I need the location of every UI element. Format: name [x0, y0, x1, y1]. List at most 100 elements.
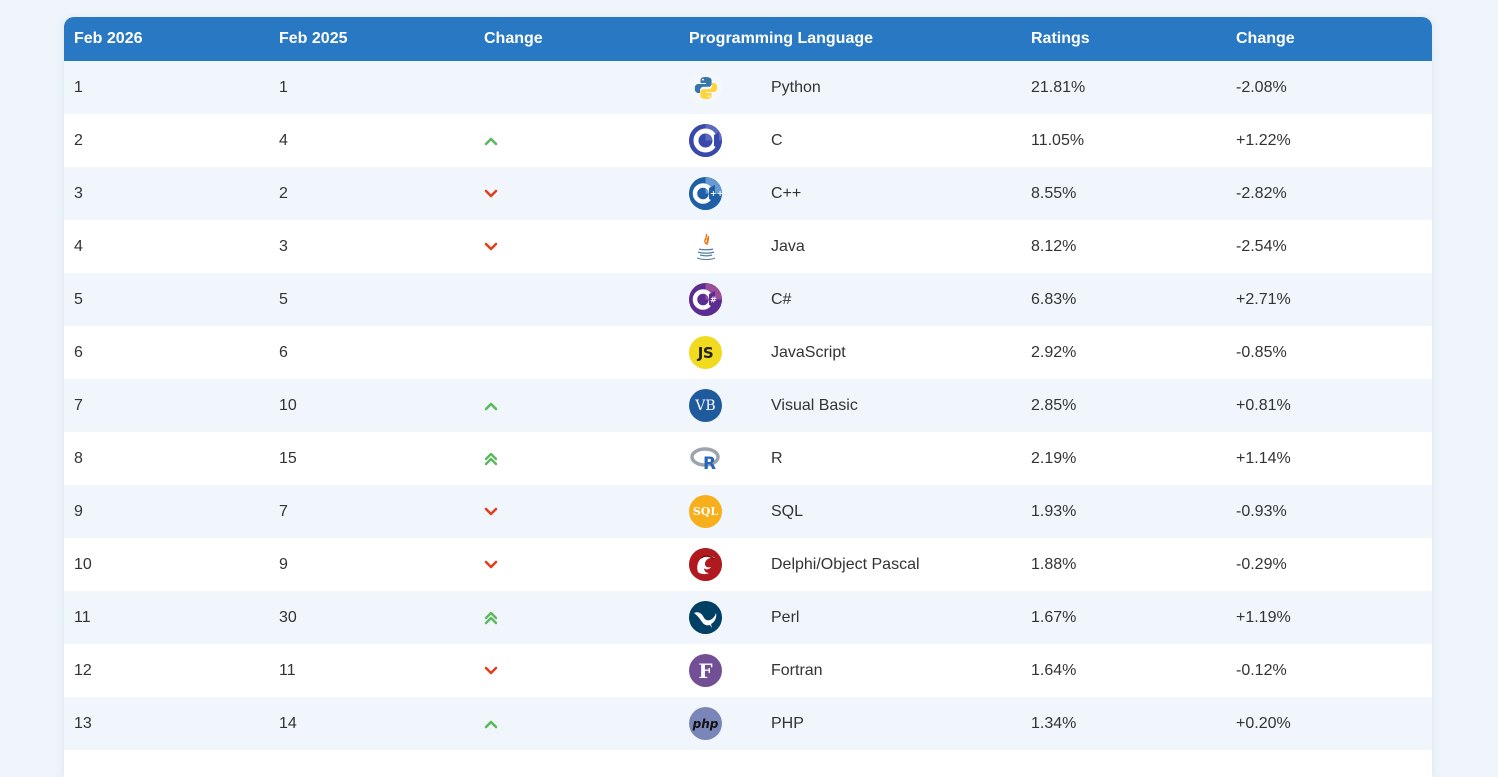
double-chevron-up-icon — [484, 452, 679, 466]
delphi-logo-icon — [689, 548, 771, 581]
fortran-logo-icon: F — [689, 654, 771, 687]
header-ratings[interactable]: Ratings — [1031, 30, 1090, 47]
table-row: 2 4 C 11.05% +1.22% — [64, 114, 1432, 167]
rank-previous: 10 — [279, 396, 297, 414]
rank-previous: 3 — [279, 237, 288, 255]
language-cell: ++ C++ — [679, 167, 1021, 220]
rank-previous: 30 — [279, 608, 297, 626]
rating-value: 1.64% — [1031, 661, 1077, 679]
rating-change: -2.08% — [1236, 78, 1287, 96]
fortran-logo-text: F — [698, 658, 713, 683]
rank-previous: 15 — [279, 449, 297, 467]
table-row: 1 1 Python 21.81% -2.08% — [64, 61, 1432, 114]
language-cell: SQL SQL — [679, 485, 1021, 538]
rank-previous: 7 — [279, 502, 288, 520]
rank-previous: 1 — [279, 78, 288, 96]
chevron-up-icon — [484, 136, 679, 146]
language-cell: php PHP — [679, 697, 1021, 750]
rating-value: 2.85% — [1031, 396, 1077, 414]
header-rank-change[interactable]: Change — [484, 30, 543, 47]
rating-change: -0.12% — [1236, 661, 1287, 679]
language-cell: # C# — [679, 273, 1021, 326]
header-rank-current[interactable]: Feb 2026 — [74, 30, 143, 47]
rank-previous: 14 — [279, 714, 297, 732]
rank-current: 11 — [74, 608, 91, 626]
rating-change: -0.85% — [1236, 343, 1287, 361]
table-row: 6 6 JS JavaScript 2.92% -0.85% — [64, 326, 1432, 379]
table-row: 4 3 Java 8.12% -2.54% — [64, 220, 1432, 273]
language-cell: C — [679, 114, 1021, 167]
rating-value: 2.92% — [1031, 343, 1077, 361]
rating-change: +0.20% — [1236, 714, 1291, 732]
rank-previous: 11 — [279, 661, 296, 679]
rank-current: 1 — [74, 78, 83, 96]
table-row: 3 2 ++ C++ 8.55% -2.82% — [64, 167, 1432, 220]
cpp-logo-icon: ++ — [689, 177, 771, 210]
rating-value: 1.34% — [1031, 714, 1077, 732]
rating-change: -0.93% — [1236, 502, 1287, 520]
rank-current: 2 — [74, 131, 83, 149]
rank-previous: 5 — [279, 290, 288, 308]
double-chevron-up-icon — [484, 611, 679, 625]
rating-value: 1.67% — [1031, 608, 1077, 626]
language-name: JavaScript — [771, 343, 846, 361]
js-logo-text: JS — [697, 343, 714, 362]
rating-change: +2.71% — [1236, 290, 1291, 308]
r-logo-icon: R — [689, 442, 771, 475]
chevron-down-icon — [484, 666, 679, 676]
language-cell: Delphi/Object Pascal — [679, 538, 1021, 591]
rank-current: 12 — [74, 661, 92, 679]
table-row: 8 15 R R 2.19% +1.14% — [64, 432, 1432, 485]
sql-logo-text: SQL — [692, 505, 719, 518]
rating-change: -0.29% — [1236, 555, 1287, 573]
chevron-down-icon — [484, 242, 679, 252]
language-name: C — [771, 131, 783, 149]
header-ratings-change[interactable]: Change — [1236, 30, 1295, 47]
rating-change: +0.81% — [1236, 396, 1291, 414]
language-name: PHP — [771, 714, 804, 732]
table-row: 12 11 F Fortran 1.64% -0.12% — [64, 644, 1432, 697]
table-row: 5 5 # C# 6.83% +2.71% — [64, 273, 1432, 326]
rating-value: 8.12% — [1031, 237, 1077, 255]
language-name: R — [771, 449, 783, 467]
rank-change — [474, 697, 679, 750]
rating-change: +1.19% — [1236, 608, 1291, 626]
rank-current: 8 — [74, 449, 83, 467]
c-logo-icon — [689, 124, 771, 157]
rating-value: 8.55% — [1031, 184, 1077, 202]
language-name: Java — [771, 237, 805, 255]
vb-logo-text: VB — [695, 397, 716, 414]
rank-current: 4 — [74, 237, 83, 255]
csharp-logo-icon: # — [689, 283, 771, 316]
java-logo-icon — [689, 230, 771, 263]
chevron-up-icon — [484, 719, 679, 729]
python-logo-icon — [689, 71, 771, 104]
sql-logo-icon: SQL — [689, 495, 771, 528]
language-cell: Java — [679, 220, 1021, 273]
rating-change: +1.22% — [1236, 131, 1291, 149]
language-cell: Python — [679, 61, 1021, 114]
perl-logo-icon — [689, 601, 771, 634]
visual-basic-logo-icon: VB — [689, 389, 771, 422]
rank-change — [474, 273, 679, 326]
rating-value: 1.93% — [1031, 502, 1077, 520]
rating-value: 11.05% — [1031, 131, 1085, 149]
table-row: 7 10 VB Visual Basic 2.85% +0.81% — [64, 379, 1432, 432]
php-logo-text: php — [692, 716, 719, 731]
header-language[interactable]: Programming Language — [689, 30, 874, 47]
rating-change: -2.82% — [1236, 184, 1287, 202]
r-logo-text: R — [703, 454, 716, 472]
rank-change — [474, 485, 679, 538]
rank-change — [474, 644, 679, 697]
ranking-table-card: Feb 2026 Feb 2025 Change Programming Lan… — [64, 17, 1432, 777]
chevron-up-icon — [484, 401, 679, 411]
language-cell: Perl — [679, 591, 1021, 644]
header-rank-previous[interactable]: Feb 2025 — [279, 30, 348, 47]
rating-change: +1.14% — [1236, 449, 1291, 467]
rank-current: 10 — [74, 555, 92, 573]
rating-value: 2.19% — [1031, 449, 1077, 467]
language-name: C++ — [771, 184, 802, 202]
rank-change — [474, 432, 679, 485]
table-row: 9 7 SQL SQL 1.93% -0.93% — [64, 485, 1432, 538]
